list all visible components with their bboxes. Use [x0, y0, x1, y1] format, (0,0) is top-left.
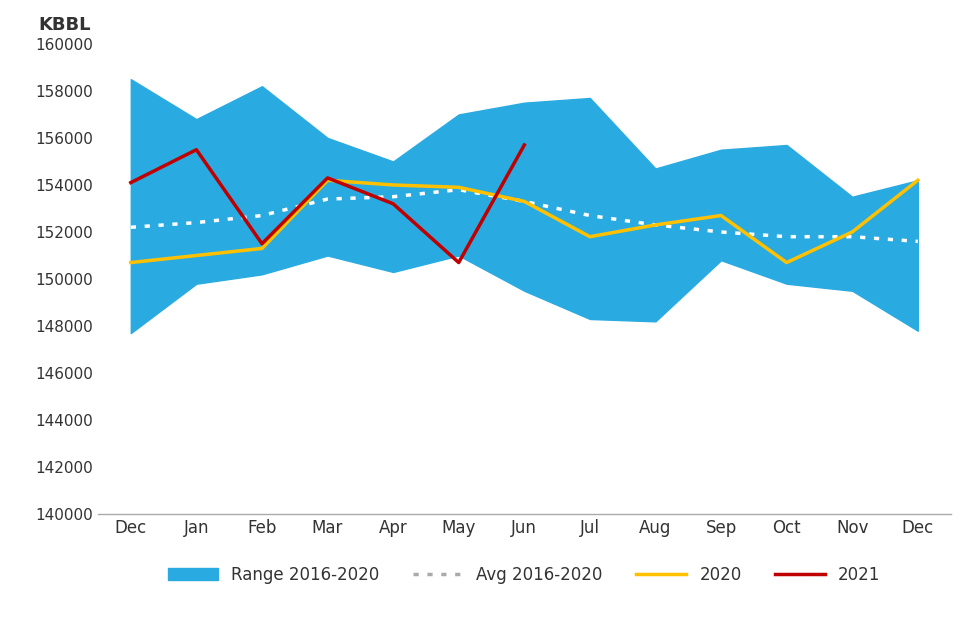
Text: KBBL: KBBL	[38, 16, 91, 34]
Legend: Range 2016-2020, Avg 2016-2020, 2020, 2021: Range 2016-2020, Avg 2016-2020, 2020, 20…	[162, 559, 887, 591]
